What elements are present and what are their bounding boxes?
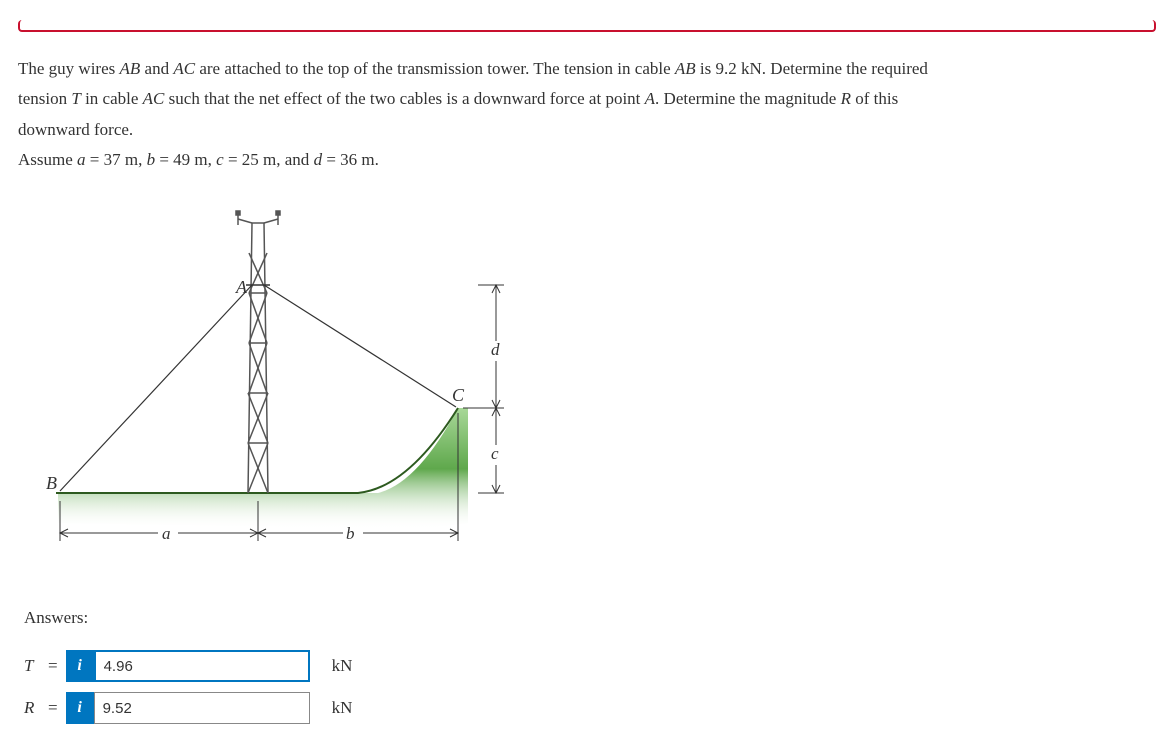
text: tension <box>18 89 71 108</box>
text: . Determine the magnitude <box>655 89 841 108</box>
label-c-point: C <box>452 385 465 405</box>
equals-sign: = <box>48 698 58 718</box>
text: such that the net effect of the two cabl… <box>164 89 644 108</box>
wire-ab <box>60 285 252 491</box>
problem-line-1: The guy wires AB and AC are attached to … <box>18 56 1156 82</box>
var-t: T <box>71 89 80 108</box>
var-a: A <box>645 89 655 108</box>
unit-kn: kN <box>332 698 353 718</box>
text: = 36 m. <box>322 150 379 169</box>
text: = 25 m, and <box>224 150 314 169</box>
answer-row-r: R = i kN <box>24 692 1156 724</box>
unit-kn: kN <box>332 656 353 676</box>
text: is 9.2 kN. Determine the required <box>696 59 928 78</box>
text: and <box>140 59 173 78</box>
text: are attached to the top of the transmiss… <box>195 59 675 78</box>
diagram: A B C a b <box>38 193 1156 578</box>
var-d: d <box>314 150 323 169</box>
label-dim-d: d <box>491 340 500 359</box>
alert-border <box>18 20 1156 32</box>
answer-row-t: T = i kN <box>24 650 1156 682</box>
text: Assume <box>18 150 77 169</box>
var-c: c <box>216 150 224 169</box>
text: = 37 m, <box>86 150 147 169</box>
var-b: b <box>147 150 156 169</box>
answer-input-t[interactable] <box>94 650 310 682</box>
var-ab: AB <box>675 59 696 78</box>
transmission-tower <box>236 211 280 493</box>
equals-sign: = <box>48 656 58 676</box>
text: = 49 m, <box>155 150 216 169</box>
problem-line-2: tension T in cable AC such that the net … <box>18 86 1156 112</box>
wire-ac <box>264 285 456 407</box>
text: The guy wires <box>18 59 120 78</box>
label-b-point: B <box>46 473 57 493</box>
var-ac: AC <box>173 59 195 78</box>
var-r: R <box>841 89 851 108</box>
label-dim-a: a <box>162 524 171 543</box>
tower-diagram-svg: A B C a b <box>38 193 538 573</box>
answer-input-r[interactable] <box>94 692 310 724</box>
answers-heading: Answers: <box>24 608 1156 628</box>
text: in cable <box>81 89 143 108</box>
text: of this <box>851 89 898 108</box>
info-icon[interactable]: i <box>66 692 94 724</box>
problem-line-3: downward force. <box>18 117 1156 143</box>
ground-shape <box>58 408 468 530</box>
label-dim-c: c <box>491 444 499 463</box>
answer-var-r: R <box>24 698 46 718</box>
problem-line-4: Assume a = 37 m, b = 49 m, c = 25 m, and… <box>18 147 1156 173</box>
var-ab: AB <box>120 59 141 78</box>
var-ac: AC <box>143 89 165 108</box>
var-a: a <box>77 150 86 169</box>
info-icon[interactable]: i <box>66 650 94 682</box>
label-dim-b: b <box>346 524 355 543</box>
answer-var-t: T <box>24 656 46 676</box>
label-a-point: A <box>235 277 248 297</box>
text: downward force. <box>18 120 133 139</box>
